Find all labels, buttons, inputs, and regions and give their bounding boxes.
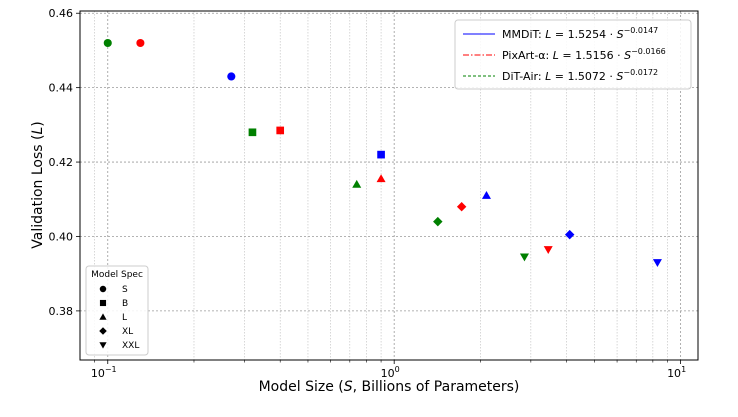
- x-tick-label: 100: [381, 365, 400, 380]
- spec-marker-xl: [99, 327, 107, 335]
- fit-legend: MMDiT: L = 1.5254 · S−0.0147 PixArt-α: L…: [454, 19, 692, 90]
- y-tick-label: 0.44: [49, 82, 74, 95]
- y-tick-label: 0.40: [49, 230, 74, 243]
- data-point-xxl: [519, 253, 529, 262]
- spec-label-l: L: [122, 313, 127, 323]
- x-axis-label: Model Size (S, Billions of Parameters): [259, 379, 520, 395]
- fit-legend-box: [454, 19, 692, 90]
- data-point-l: [481, 191, 491, 199]
- x-tick-label: 10−1: [91, 365, 117, 380]
- model-spec-legend: Model Spec S B L XL XXL: [85, 265, 149, 356]
- spec-label-b: B: [122, 299, 128, 309]
- legend-entry-ditair: DiT-Air: L = 1.5072 · S−0.0172: [502, 68, 658, 83]
- spec-marker-s: [99, 285, 107, 293]
- spec-marker-l: [99, 313, 107, 320]
- data-point-xxl: [652, 259, 662, 268]
- data-point-s: [136, 38, 145, 48]
- data-point-xxl: [543, 246, 553, 254]
- x-tick-label: 101: [667, 365, 686, 380]
- y-tick-label: 0.46: [49, 7, 74, 20]
- data-points: [103, 38, 662, 268]
- data-point-xl: [433, 216, 443, 227]
- spec-label-s: S: [122, 285, 128, 295]
- legend-entry-mmdit: MMDiT: L = 1.5254 · S−0.0147: [502, 26, 658, 41]
- data-point-b: [377, 150, 385, 159]
- data-point-l: [352, 179, 362, 188]
- spec-label-xxl: XXL: [122, 341, 139, 351]
- data-point-l: [376, 174, 386, 183]
- data-point-b: [248, 128, 257, 137]
- data-point-s: [103, 38, 112, 48]
- data-point-b: [276, 126, 285, 135]
- data-point-xl: [564, 229, 575, 240]
- legend-entry-pixart: PixArt-α: L = 1.5156 · S−0.0166: [502, 47, 666, 62]
- plot-frame: [79, 10, 699, 361]
- spec-marker-b: [99, 299, 107, 307]
- model-spec-legend-title: Model Spec: [91, 270, 143, 280]
- data-point-s: [227, 72, 236, 81]
- y-tick-label: 0.38: [49, 305, 74, 318]
- y-tick-label: 0.42: [49, 156, 74, 169]
- data-point-xl: [456, 201, 467, 212]
- y-axis-label: Validation Loss (L): [30, 121, 46, 248]
- axis-ticks: 10−1 100 101 0.38 0.40 0.42 0.44 0.46: [49, 7, 687, 380]
- spec-marker-xxl: [99, 342, 107, 349]
- spec-label-xl: XL: [122, 327, 133, 337]
